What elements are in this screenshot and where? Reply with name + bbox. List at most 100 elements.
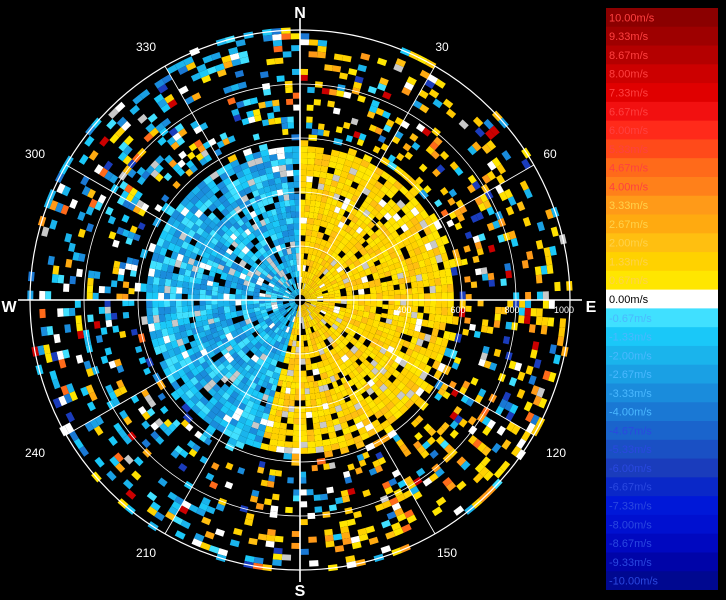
velocity-cell: [246, 159, 257, 168]
velocity-cell: [354, 466, 363, 475]
velocity-cell: [410, 336, 419, 345]
velocity-cell: [230, 281, 238, 289]
velocity-cell: [446, 315, 454, 325]
velocity-cell: [274, 415, 282, 423]
velocity-cell: [247, 286, 255, 292]
velocity-cell: [306, 259, 311, 267]
velocity-cell: [418, 244, 428, 254]
velocity-cell: [283, 399, 290, 406]
velocity-cell: [178, 344, 187, 353]
velocity-cell: [224, 312, 232, 320]
velocity-cell: [287, 321, 293, 328]
colorbar-swatch: [606, 8, 718, 28]
velocity-cell: [435, 307, 442, 315]
velocity-cell: [391, 335, 400, 344]
velocity-cell: [288, 357, 295, 365]
velocity-cell: [351, 215, 360, 224]
velocity-cell: [104, 306, 111, 314]
velocity-cell: [393, 409, 403, 420]
velocity-cell: [306, 333, 311, 341]
velocity-cell: [280, 309, 287, 315]
velocity-cell: [331, 282, 339, 288]
velocity-cell: [425, 145, 435, 155]
velocity-cell: [411, 305, 419, 313]
colorbar-label: -7.33m/s: [609, 501, 652, 513]
velocity-cell: [270, 294, 278, 298]
velocity-cell: [191, 92, 202, 102]
velocity-cell: [214, 63, 225, 72]
velocity-cell: [316, 250, 323, 258]
velocity-cell: [334, 187, 343, 196]
velocity-cell: [241, 245, 250, 255]
velocity-cell: [248, 374, 256, 382]
velocity-cell: [356, 138, 365, 147]
velocity-cell: [392, 314, 400, 321]
velocity-cell: [217, 329, 225, 337]
velocity-cell: [266, 320, 274, 327]
velocity-cell: [542, 370, 551, 381]
velocity-cell: [241, 345, 250, 355]
velocity-cell: [330, 314, 338, 321]
velocity-cell: [201, 516, 212, 526]
velocity-cell: [153, 269, 162, 278]
velocity-cell: [199, 157, 208, 166]
velocity-cell: [364, 195, 374, 205]
velocity-cell: [166, 373, 176, 384]
velocity-cell: [228, 217, 237, 226]
velocity-cell: [272, 287, 279, 293]
velocity-cell: [259, 292, 266, 297]
velocity-cell: [240, 376, 249, 385]
velocity-cell: [254, 269, 262, 277]
velocity-cell: [321, 378, 328, 386]
velocity-cell: [256, 326, 265, 335]
velocity-cell: [240, 361, 249, 369]
velocity-cell: [309, 291, 316, 296]
velocity-cell: [408, 249, 416, 258]
velocity-cell: [356, 283, 364, 290]
velocity-cell: [521, 158, 532, 170]
velocity-cell: [340, 526, 350, 534]
velocity-cell: [300, 33, 310, 40]
velocity-cell: [397, 479, 407, 489]
velocity-cell: [375, 107, 385, 116]
velocity-cell: [150, 160, 160, 170]
velocity-cell: [200, 309, 207, 316]
velocity-cell: [344, 178, 353, 187]
velocity-cell: [277, 194, 285, 202]
velocity-cell: [427, 427, 437, 437]
velocity-cell: [281, 122, 289, 130]
velocity-cell: [351, 376, 360, 385]
velocity-cell: [304, 294, 311, 298]
velocity-cell: [317, 257, 324, 265]
velocity-cell: [313, 99, 322, 106]
velocity-cell: [453, 356, 462, 365]
velocity-cell: [292, 277, 296, 284]
velocity-cell: [120, 190, 130, 200]
velocity-cell: [288, 235, 295, 243]
velocity-cell: [178, 505, 189, 515]
velocity-cell: [290, 205, 296, 212]
velocity-cell: [300, 311, 304, 318]
colorbar-swatch: [606, 270, 718, 291]
azimuth-line-210: [164, 346, 274, 535]
velocity-cell: [340, 300, 347, 305]
velocity-cell: [369, 326, 378, 335]
velocity-cell: [251, 262, 260, 270]
velocity-cell: [199, 369, 209, 379]
velocity-cell: [249, 381, 258, 390]
velocity-cell: [545, 255, 553, 266]
colorbar-label: -5.33m/s: [609, 444, 652, 456]
velocity-cell: [304, 393, 311, 401]
velocity-cell: [342, 54, 352, 63]
velocity-cell: [327, 210, 334, 218]
velocity-cell: [295, 310, 299, 318]
velocity-cell: [357, 205, 367, 214]
velocity-cell: [265, 302, 272, 307]
velocity-cell: [249, 427, 258, 436]
velocity-cell: [383, 212, 393, 221]
velocity-cell: [500, 278, 507, 286]
velocity-cell: [304, 293, 310, 298]
velocity-cell: [451, 362, 460, 370]
velocity-cell: [239, 320, 247, 328]
velocity-cell: [252, 362, 262, 372]
